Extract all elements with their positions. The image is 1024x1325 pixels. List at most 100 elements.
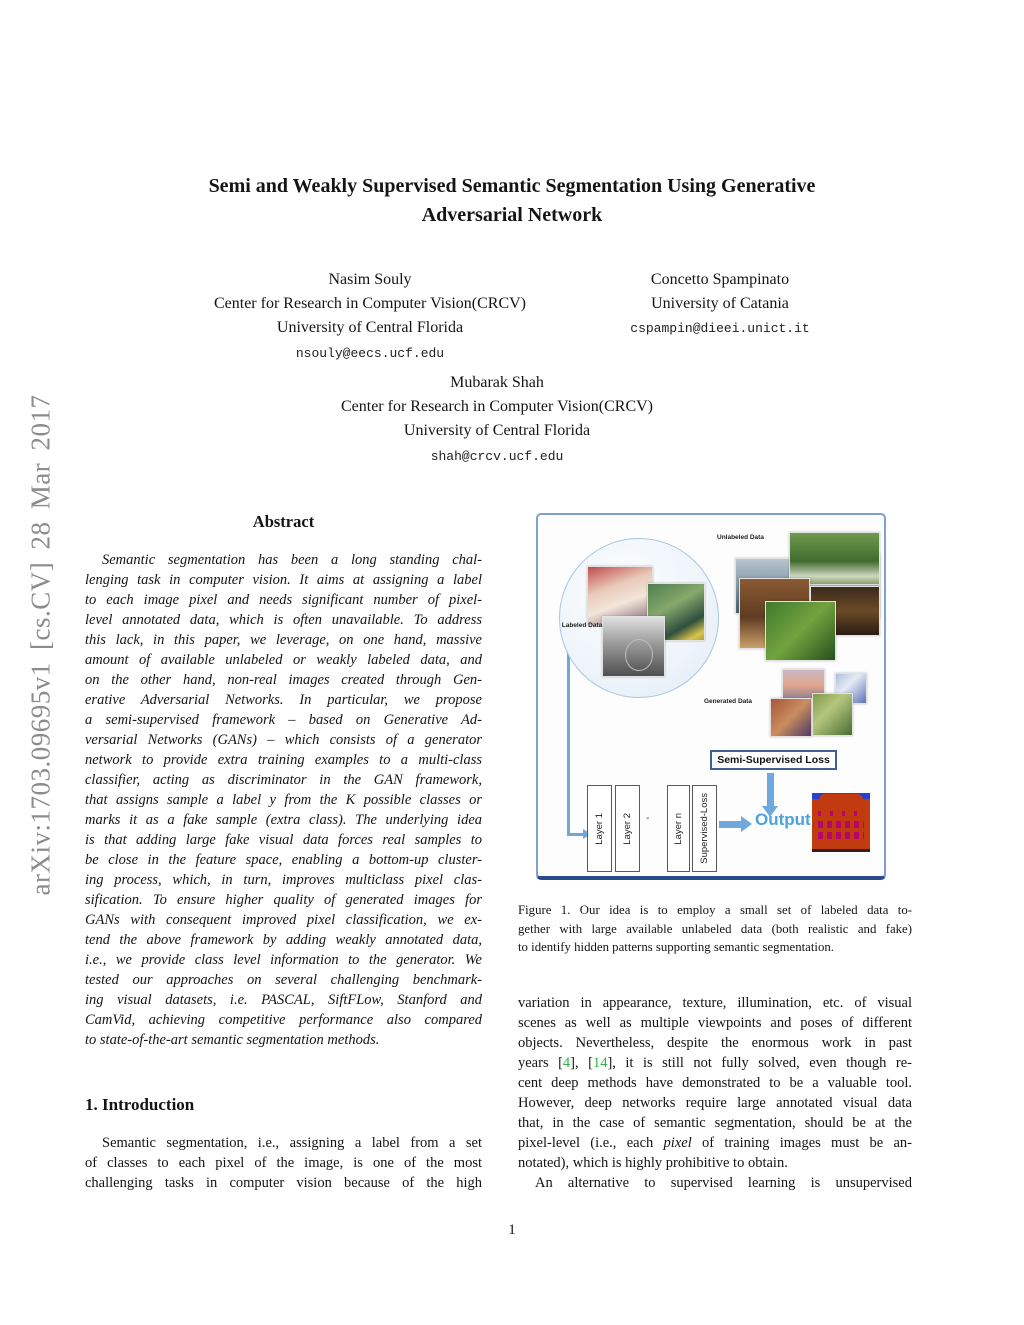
- arxiv-sidebar-label: arXiv:1703.09695v1 [cs.CV] 28 Mar 2017: [25, 394, 56, 896]
- network-layer-n-box: Layer n: [667, 785, 690, 872]
- abstract-heading: Abstract: [252, 512, 315, 531]
- unlabeled-photo-horse-rider: [789, 532, 880, 585]
- author-block-2: Concetto Spampinato University of Catani…: [560, 268, 880, 342]
- right-column-body: variation in appearance, texture, illumi…: [518, 993, 912, 1193]
- arrow-right-icon: [741, 816, 752, 832]
- supervised-loss-box: Supervised-Loss: [692, 785, 717, 872]
- generated-photo-room: [770, 698, 812, 737]
- text-line: that assigns sample a label y from the K…: [85, 792, 482, 808]
- author-block-1: Nasim Souly Center for Research in Compu…: [175, 268, 565, 368]
- segmentation-roof: [819, 794, 863, 804]
- layer-label: Supervised-Loss: [699, 793, 710, 864]
- text-line: ing visual datasets, i.e. PASCAL, SiftFL…: [85, 992, 482, 1008]
- unlabeled-data-label: Unlabeled Data: [717, 534, 764, 541]
- author-email: shah@crcv.ucf.edu: [430, 449, 564, 464]
- layer-label: Layer 1: [594, 812, 605, 845]
- citation-link[interactable]: 4: [562, 1055, 571, 1071]
- text-line: that, in the case of semantic segmentati…: [518, 1115, 912, 1131]
- text-line: versarial Networks (GANs) – which consis…: [85, 732, 482, 748]
- author-name: Nasim Souly: [328, 271, 412, 288]
- author-name: Concetto Spampinato: [650, 271, 790, 288]
- figure-1: Labeled Data Unlabeled Data Generated Da…: [536, 513, 886, 880]
- text-line: of classes to each pixel of the image, i…: [85, 1155, 482, 1171]
- highlight-ring: [625, 639, 653, 671]
- semi-supervised-loss-box: Semi-Supervised Loss: [710, 750, 837, 770]
- text-line: Semantic segmentation has been a long st…: [102, 552, 482, 568]
- text-line: a semi-supervised framework – based on G…: [85, 712, 482, 728]
- figure-caption: Figure 1. Our idea is to employ a small …: [518, 901, 912, 957]
- segmentation-windows-row: [818, 821, 864, 828]
- emphasized-word: pixel: [663, 1135, 692, 1151]
- text-line: i.e., we provide class level information…: [85, 952, 482, 968]
- labeled-data-label: Labeled Data: [561, 622, 603, 629]
- text-line: Semantic segmentation, i.e., assigning a…: [102, 1135, 482, 1151]
- caption-line: Figure 1. Our idea is to employ a small …: [518, 903, 912, 917]
- text-fragment: ], it is still not fully solved, even th…: [607, 1055, 912, 1071]
- author-email: cspampin@dieei.unict.it: [630, 321, 810, 336]
- citation-link[interactable]: 14: [592, 1055, 608, 1071]
- connector-line: [567, 647, 570, 835]
- text-line-with-citations: years [4], [14], it is still not fully s…: [518, 1053, 912, 1073]
- text-line: is that adding large fake visual data fo…: [85, 832, 482, 848]
- text-line: level annotated data, which is often una…: [85, 612, 482, 628]
- abstract-body: Semantic segmentation has been a long st…: [85, 550, 482, 1050]
- introduction-body: Semantic segmentation, i.e., assigning a…: [85, 1133, 482, 1193]
- author-block-3: Mubarak Shah Center for Research in Comp…: [297, 371, 697, 471]
- text-fragment: ], [: [570, 1055, 593, 1071]
- page-number: 1: [508, 1222, 516, 1238]
- paper-title: Semi and Weakly Supervised Semantic Segm…: [0, 172, 1024, 230]
- text-line: classifier, acting as discriminator in t…: [85, 772, 482, 788]
- layers-ellipsis: -: [646, 813, 650, 824]
- segmentation-output-image: [812, 793, 870, 852]
- author-name: Mubarak Shah: [450, 374, 544, 391]
- arrow-down-shaft: [767, 773, 774, 806]
- section-heading-introduction: 1. Introduction: [85, 1095, 195, 1114]
- text-line: lenging task in computer vision. It aims…: [85, 572, 482, 588]
- text-line: network to provide extra training exampl…: [85, 752, 482, 768]
- author-affiliation: Center for Research in Computer Vision(C…: [340, 398, 654, 415]
- text-line: sification. To ensure higher quality of …: [85, 892, 482, 908]
- text-line: However, deep networks require large ann…: [518, 1095, 912, 1111]
- layer-label: Layer 2: [622, 812, 633, 845]
- paper-title-line2: Adversarial Network: [421, 204, 603, 226]
- author-affiliation: University of Catania: [651, 295, 789, 312]
- text-line: cent deep methods have demonstrated to b…: [518, 1075, 912, 1091]
- text-line: to state-of-the-art semantic segmentatio…: [85, 1032, 380, 1048]
- text-line: tend the above framework by adding weakl…: [85, 932, 482, 948]
- caption-line: gether with large available unlabeled da…: [518, 921, 912, 936]
- arrow-down-icon: [762, 806, 778, 817]
- arrow-right-shaft: [719, 821, 741, 828]
- text-line: amount of available unlabeled or weakly …: [85, 652, 482, 668]
- paper-title-line1: Semi and Weakly Supervised Semantic Segm…: [208, 175, 816, 197]
- unlabeled-photo-leaves-bird: [765, 601, 836, 661]
- text-fragment: pixel-level (i.e., each: [518, 1135, 664, 1151]
- text-line: this lack, in this paper, we leverage, o…: [85, 632, 482, 648]
- text-line: ing process, which, in turn, improves mu…: [85, 872, 482, 888]
- author-affiliation: University of Central Florida: [403, 422, 591, 439]
- text-line: to each image pixel and needs significan…: [85, 592, 482, 608]
- text-fragment: years [: [518, 1055, 563, 1071]
- output-label: Output: [755, 810, 811, 829]
- text-line: marks it as a fake sample (extra class).…: [85, 812, 482, 828]
- author-affiliation: Center for Research in Computer Vision(C…: [213, 295, 527, 312]
- author-affiliation: University of Central Florida: [276, 319, 464, 336]
- text-line: on the other hand, non-real images creat…: [85, 672, 482, 688]
- caption-line: to identify hidden patterns supporting s…: [518, 940, 834, 954]
- text-line: objects. Nevertheless, despite the enorm…: [518, 1035, 912, 1051]
- text-line: notated), which is highly prohibitive to…: [518, 1155, 788, 1171]
- connector-line: [567, 833, 583, 836]
- text-line: be close in the feature space, enabling …: [85, 852, 482, 868]
- generated-photo-green: [812, 693, 853, 736]
- text-line: GANs with consequent improved pixel clas…: [85, 912, 482, 928]
- text-line: challenging tasks in computer vision bec…: [85, 1175, 482, 1191]
- generated-data-label: Generated Data: [704, 698, 753, 705]
- labeled-photo-street-bw: [602, 616, 665, 677]
- layer-label: Layer n: [673, 812, 684, 845]
- text-line: tested our approaches on several challen…: [85, 972, 482, 988]
- text-line-with-emphasis: pixel-level (i.e., each pixel of trainin…: [518, 1133, 912, 1153]
- text-line: An alternative to supervised learning is…: [535, 1175, 912, 1191]
- segmentation-windows-row: [818, 832, 864, 839]
- segmentation-windows-row: [818, 811, 864, 816]
- text-line: variation in appearance, texture, illumi…: [518, 995, 912, 1011]
